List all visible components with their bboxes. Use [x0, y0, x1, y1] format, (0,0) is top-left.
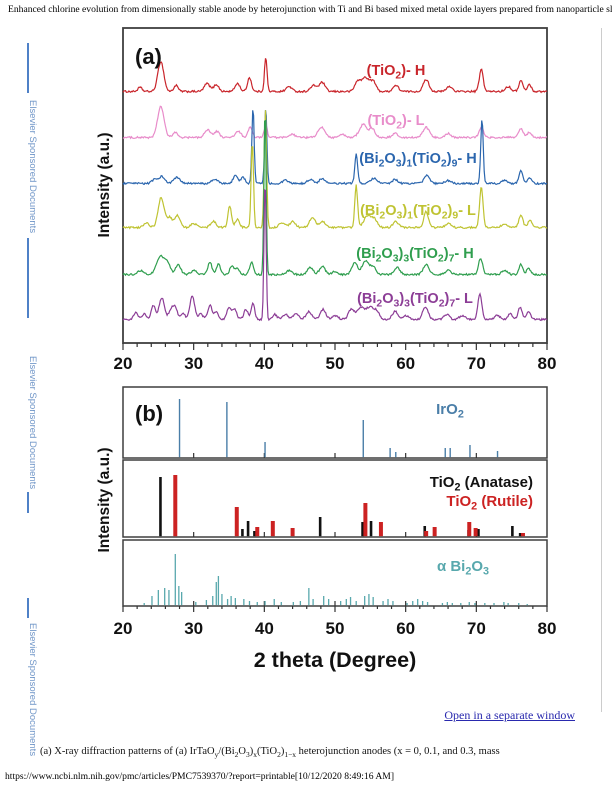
open-separate-window-link[interactable]: Open in a separate window	[444, 708, 575, 722]
panel-b-tick-label: 50	[326, 619, 345, 638]
panel-b-label-1-1: IrO2	[436, 401, 464, 421]
panel-b-inner-ticks	[193, 601, 477, 606]
panel-a-tick-label: 80	[538, 354, 557, 373]
panel-b-label-3-1: α Bi2O3	[437, 558, 489, 578]
sidebar-divider-line	[27, 492, 29, 513]
elsevier-sponsored-banner-2[interactable]: Elsevier Sponsored Documents	[27, 356, 38, 490]
trace-label-5: (Bi2O3)3(TiO2)7- H	[356, 246, 473, 264]
xrd-trace-2	[122, 105, 548, 140]
panel-a-ylabel: Intensity (a.u.)	[96, 132, 113, 237]
xrd-trace-6	[122, 188, 548, 322]
panel-b-box-1	[122, 386, 548, 459]
page-footer-url: https://www.ncbi.nlm.nih.gov/pmc/article…	[5, 771, 395, 782]
xrd-trace-4	[122, 110, 548, 230]
xrd-panel-a: (TiO2)- H (TiO2)- L (Bi2O3)1(TiO2)9- H (Bi2…	[96, 27, 556, 373]
panel-b-tick-label: 40	[255, 619, 274, 638]
trace-label-4: (Bi2O3)1(TiO2)9- L	[360, 203, 476, 221]
figure-border-line	[601, 28, 602, 712]
elsevier-sponsored-banner-3[interactable]: Elsevier Sponsored Documents	[27, 623, 38, 757]
panel-a-tick-label: 20	[114, 354, 133, 373]
panel-a-x-ticks	[122, 343, 548, 350]
trace-label-2: (TiO2)- L	[367, 113, 424, 131]
panel-b-inner-ticks	[193, 453, 477, 458]
figure-caption: (a) X-ray diffraction patterns of (a) Ir…	[40, 746, 500, 760]
panel-b-tick-label: 60	[396, 619, 415, 638]
sidebar-divider-line	[27, 598, 29, 618]
panel-a-tick-label: 60	[396, 354, 415, 373]
stick-series-iro2	[178, 399, 499, 458]
sidebar-divider-line	[27, 43, 29, 93]
panel-a-tick-label: 30	[184, 354, 203, 373]
trace-label-1: (TiO2)- H	[367, 63, 426, 81]
trace-label-6: (Bi2O3)3(TiO2)7- L	[357, 291, 473, 309]
xrd-trace-3	[122, 110, 548, 186]
article-title: Enhanced chlorine evolution from dimensi…	[8, 4, 612, 15]
stick-series-tio2-rutile-	[173, 475, 525, 537]
xrd-trace-5	[122, 119, 548, 277]
panel-a-tick-label: 50	[326, 354, 345, 373]
panel-b-tick-label: 20	[114, 619, 133, 638]
panel-b-ylabel: Intensity (a.u.)	[96, 447, 113, 552]
stick-series-alpha-bi2o3	[143, 554, 528, 606]
panel-b-tick-label: 70	[467, 619, 486, 638]
panel-b-label-2-2: TiO2 (Rutile)	[446, 493, 533, 513]
trace-label-3: (Bi2O3)1(TiO2)9- H	[359, 151, 476, 169]
xrd-trace-1	[122, 58, 548, 94]
panel-a-tick-label: 40	[255, 354, 274, 373]
panel-a-letter: (a)	[135, 44, 162, 69]
xrd-reference-panel-b: IrO2 TiO2 (Anatase)TiO2 (Rutile) α Bi2O3 (b…	[96, 386, 556, 672]
panel-a-tick-label: 70	[467, 354, 486, 373]
elsevier-sponsored-banner-1[interactable]: Elsevier Sponsored Documents	[27, 100, 38, 234]
panel-b-tick-label: 30	[184, 619, 203, 638]
sidebar-divider-line	[27, 238, 29, 318]
panel-b-x-ticks	[122, 606, 548, 612]
panel-b-label-2-1: TiO2 (Anatase)	[430, 474, 533, 494]
panel-b-xlabel: 2 theta (Degree)	[254, 648, 417, 672]
panel-b-letter: (b)	[135, 401, 163, 426]
panel-b-tick-label: 80	[538, 619, 557, 638]
